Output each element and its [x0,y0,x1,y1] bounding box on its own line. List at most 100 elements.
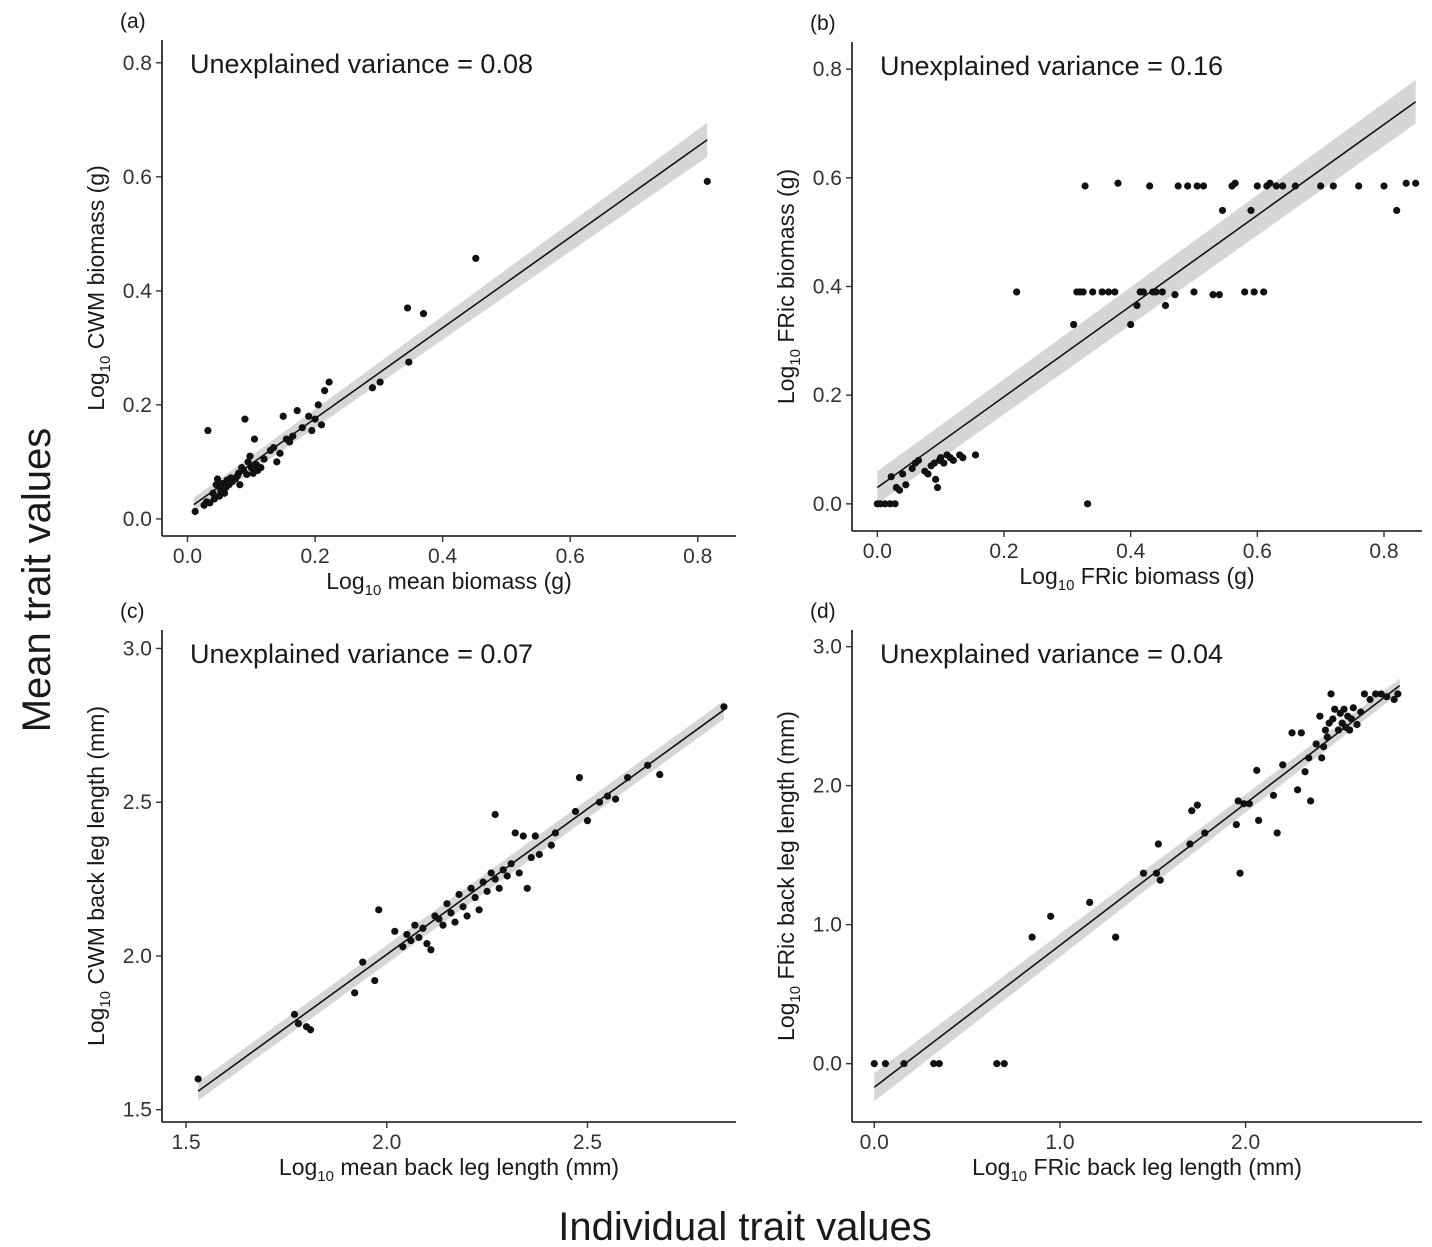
data-point [451,918,459,926]
y-tick-label: 0.4 [813,276,843,299]
fit-line [193,139,708,506]
x-tick-label: 2.0 [372,1131,401,1154]
data-point [1013,288,1021,296]
data-point [595,798,604,806]
data-point [1329,715,1337,723]
variance-annotation: Unexplained variance = 0.16 [880,51,1223,81]
data-point [870,1060,878,1068]
data-point [932,475,940,483]
data-point [1349,704,1357,712]
data-point [1234,797,1242,805]
data-point [1146,182,1154,190]
data-point [1209,291,1217,299]
y-axis-title: Log10 FRic back leg length (mm) [773,711,804,1041]
data-point [375,906,383,914]
data-point [1186,840,1194,848]
data-point [359,958,367,966]
data-point [1188,807,1196,815]
data-point [236,481,244,489]
data-point [1127,320,1135,329]
panel-label: (c) [120,600,145,623]
x-axis-title: Log10 FRic back leg length (mm) [972,1154,1302,1185]
panel-c: 1.5 2.0 2.5 1.5 2.0 2.5 3.0 Log10 mean back leg… [83,600,736,1185]
data-point [1232,820,1240,829]
data-point [289,432,297,440]
data-point [575,774,584,782]
data-point [1161,301,1170,310]
y-axis-title: Log10 CWM biomass (g) [83,165,114,410]
y-tick-label: 2.5 [123,791,152,814]
data-point [1139,869,1148,877]
data-point [1297,729,1305,737]
data-point [1273,829,1281,837]
data-point [881,500,889,508]
x-axis-title: Log10 mean back leg length (mm) [279,1154,619,1185]
variance-annotation: Unexplained variance = 0.08 [190,49,533,79]
data-point [1331,705,1339,713]
x-tick-label: 0.2 [300,545,329,568]
data-point [1084,500,1092,508]
x-tick-label: 0.0 [860,1131,889,1154]
data-point [1231,179,1239,187]
data-point [535,850,543,859]
data-point [902,481,910,489]
data-point [314,401,322,409]
data-point [1111,288,1119,296]
data-point [1253,182,1261,190]
data-point [1291,182,1299,190]
panel-b: 0.0 0.2 0.4 0.6 0.8 0.0 0.2 0.4 0.6 0.8 Log10 FRic… [773,12,1422,594]
x-tick-label: 1.5 [171,1131,200,1154]
data-point [419,310,428,318]
y-tick-label: 3.0 [813,636,842,659]
data-point [571,807,580,816]
data-point [467,884,475,892]
panel-a: 0.0 0.2 0.4 0.6 0.8 0.0 0.2 0.4 0.6 0.8 Log10 mean… [83,10,736,599]
data-point [935,1060,943,1068]
y-tick-label: 1.0 [813,914,842,937]
data-point [455,890,463,899]
data-point [1158,288,1166,296]
data-point [1193,801,1201,809]
data-point [1301,768,1309,776]
data-point [1377,690,1385,698]
data-point [703,177,711,185]
y-axis-title: Log10 CWM back leg length (mm) [83,706,114,1046]
data-point [244,458,252,466]
data-point [483,887,491,895]
data-point [472,254,480,262]
x-tick-label: 0.6 [1243,540,1272,563]
data-point [317,421,326,429]
data-point [257,463,265,472]
data-point [1402,179,1410,187]
data-point [891,500,899,508]
x-tick-label: 0.0 [173,545,202,568]
data-point [1070,320,1078,329]
data-point [1114,179,1122,187]
panel-label: (a) [120,10,146,33]
data-point [611,795,620,803]
data-point [439,921,447,929]
data-point [515,869,523,877]
data-point [1152,288,1160,296]
data-point [1139,288,1147,296]
panel-label: (d) [810,600,836,623]
data-point [503,872,511,880]
panel-d: 0.0 1.0 2.0 0.0 1.0 2.0 3.0 Log10 FRic back leg… [773,600,1422,1185]
data-point [305,412,313,420]
data-point [220,489,229,497]
y-tick-label: 0.8 [813,58,842,81]
data-point [194,1075,202,1083]
data-point [1321,726,1330,734]
data-point [463,912,471,920]
data-point [1353,720,1361,729]
data-point [1269,791,1278,799]
data-point [881,1060,890,1068]
data-point [1199,182,1208,190]
data-point [949,456,957,464]
x-tick-label: 2.5 [573,1131,602,1154]
data-point [1266,179,1274,187]
data-point [1412,179,1420,187]
data-point [511,829,519,837]
data-point [1355,182,1363,190]
